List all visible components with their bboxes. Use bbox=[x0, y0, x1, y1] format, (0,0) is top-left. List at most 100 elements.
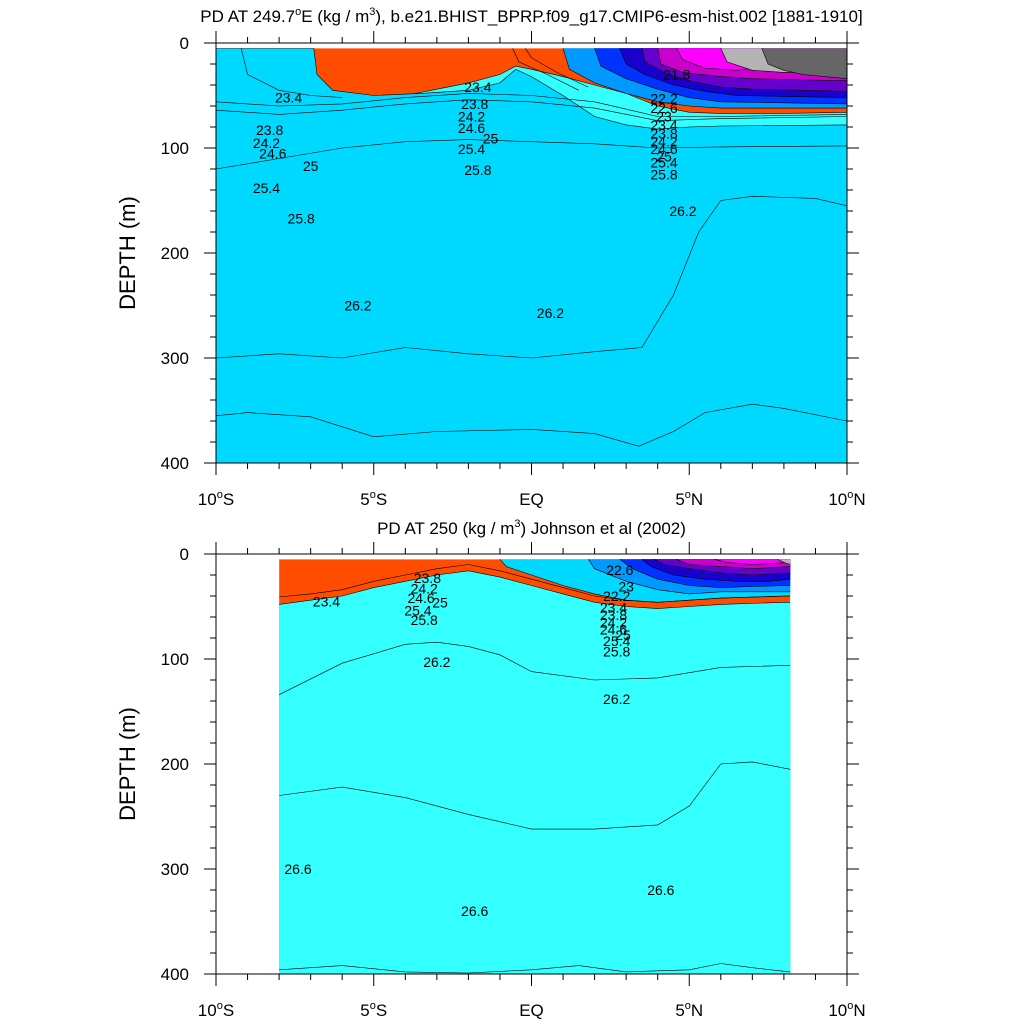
chart-title: PD AT 249.7oE (kg / m3), b.e21.BHIST_BPR… bbox=[200, 6, 862, 26]
title-text: PD AT 249.7 bbox=[200, 7, 295, 26]
hemisphere-letter: N bbox=[853, 1001, 865, 1020]
contour-label: 21.8 bbox=[663, 67, 690, 83]
degree-symbol: o bbox=[217, 1000, 223, 1012]
contour-band-22 bbox=[761, 48, 847, 79]
chart-title: PD AT 250 (kg / m3) Johnson et al (2002) bbox=[377, 518, 686, 538]
contour-label: 24.6 bbox=[458, 120, 485, 136]
x-tick-number: 10 bbox=[198, 490, 217, 509]
contour-label: 23.8 bbox=[256, 122, 283, 138]
x-tick-number: 5 bbox=[360, 490, 369, 509]
contour-label: 25 bbox=[656, 148, 672, 164]
contour-label: 23.8 bbox=[461, 96, 488, 112]
title-superscript: 3 bbox=[514, 518, 520, 530]
contour-line-2 bbox=[216, 195, 847, 359]
contour-label: 24.6 bbox=[600, 622, 627, 638]
x-tick-label: 5oN bbox=[675, 1000, 703, 1020]
contour-line-1 bbox=[216, 403, 847, 447]
contour-label: 25.4 bbox=[458, 141, 485, 157]
contour-label: 23.4 bbox=[313, 593, 340, 609]
contour-label: 23.4 bbox=[650, 117, 677, 133]
contour-label: 26.6 bbox=[647, 882, 674, 898]
y-tick-label: 200 bbox=[161, 755, 189, 774]
contour-label: 22.2 bbox=[603, 588, 630, 604]
x-tick-label: 5oN bbox=[675, 489, 703, 509]
contour-label: 23.4 bbox=[600, 600, 627, 616]
y-tick-label: 100 bbox=[161, 650, 189, 669]
x-tick-label: EQ bbox=[519, 1001, 544, 1020]
x-tick-number: 10 bbox=[828, 1001, 847, 1020]
x-tick-label: 10oN bbox=[828, 1000, 865, 1020]
y-tick-label: 200 bbox=[161, 244, 189, 263]
hemisphere-letter: S bbox=[376, 1001, 387, 1020]
degree-symbol: o bbox=[847, 1000, 853, 1012]
title-text: ) Johnson et al (2002) bbox=[521, 519, 686, 538]
contour-band-13 bbox=[279, 570, 791, 974]
contour-label: 24.2 bbox=[650, 134, 677, 150]
contour-line-1 bbox=[279, 963, 791, 974]
x-tick-label: 10oS bbox=[198, 1000, 234, 1020]
hemisphere-letter: S bbox=[223, 490, 234, 509]
degree-symbol: o bbox=[370, 489, 376, 501]
contour-label: 25.4 bbox=[253, 180, 280, 196]
contour-line-2 bbox=[279, 761, 791, 830]
x-tick-label: 10oS bbox=[198, 489, 234, 509]
y-tick-label: 400 bbox=[161, 965, 189, 984]
contour-label: 26.2 bbox=[344, 298, 371, 314]
contour-label: 24.2 bbox=[600, 614, 627, 630]
contour-line-3 bbox=[216, 139, 847, 170]
contour-label: 26.2 bbox=[669, 203, 696, 219]
contour-label: 23.8 bbox=[414, 570, 441, 586]
contour-label: 26.6 bbox=[284, 861, 311, 877]
hemisphere-letter: N bbox=[691, 1001, 703, 1020]
degree-symbol: o bbox=[685, 1000, 691, 1012]
contour-label: 25 bbox=[303, 158, 319, 174]
contour-label: 25.4 bbox=[650, 155, 677, 171]
x-tick-label: 5oS bbox=[360, 1000, 387, 1020]
x-tick-number: 5 bbox=[360, 1001, 369, 1020]
contour-label: 26.2 bbox=[423, 654, 450, 670]
contour-label: 26.2 bbox=[537, 305, 564, 321]
contour-band-21 bbox=[777, 559, 791, 565]
contour-label: 25.8 bbox=[464, 162, 491, 178]
hemisphere-letter: S bbox=[223, 1001, 234, 1020]
contour-label: 25 bbox=[483, 131, 499, 147]
contour-label: 23.8 bbox=[600, 607, 627, 623]
contour-label: 25.8 bbox=[603, 644, 630, 660]
title-text: ), b.e21.BHIST_BPRP.f09_g17.CMIP6-esm-hi… bbox=[375, 7, 862, 26]
contour-label: 23.8 bbox=[650, 125, 677, 141]
contour-line-4 bbox=[279, 564, 791, 603]
contour-label: 25 bbox=[432, 594, 448, 610]
contour-label: 23.4 bbox=[464, 79, 491, 95]
title-superscript: 3 bbox=[369, 6, 375, 18]
contour-label: 26.6 bbox=[461, 903, 488, 919]
x-tick-number: EQ bbox=[519, 490, 544, 509]
hemisphere-letter: S bbox=[376, 490, 387, 509]
contour-label: 22.6 bbox=[606, 562, 633, 578]
contour-label: 25.4 bbox=[404, 603, 431, 619]
title-superscript: o bbox=[295, 6, 301, 18]
contour-field bbox=[279, 559, 791, 974]
contour-label: 24.2 bbox=[253, 135, 280, 151]
y-tick-label: 300 bbox=[161, 860, 189, 879]
contour-panel-2: 23.423.824.224.62525.425.822.62322.223.4… bbox=[115, 518, 866, 1020]
contour-band-20 bbox=[714, 559, 791, 565]
degree-symbol: o bbox=[847, 489, 853, 501]
degree-symbol: o bbox=[370, 1000, 376, 1012]
x-tick-label: EQ bbox=[519, 490, 544, 509]
hemisphere-letter: N bbox=[691, 490, 703, 509]
contour-label: 23 bbox=[618, 579, 634, 595]
x-tick-number: EQ bbox=[519, 1001, 544, 1020]
contour-line-8 bbox=[524, 48, 589, 88]
x-tick-number: 5 bbox=[675, 490, 684, 509]
degree-symbol: o bbox=[685, 489, 691, 501]
contour-label: 25.8 bbox=[288, 210, 315, 226]
y-axis-label: DEPTH (m) bbox=[115, 707, 140, 821]
hemisphere-letter: N bbox=[853, 490, 865, 509]
contour-label: 22.2 bbox=[650, 91, 677, 107]
contour-label: 22.6 bbox=[650, 100, 677, 116]
contour-label: 26.2 bbox=[603, 691, 630, 707]
y-tick-label: 300 bbox=[161, 349, 189, 368]
x-tick-number: 10 bbox=[198, 1001, 217, 1020]
